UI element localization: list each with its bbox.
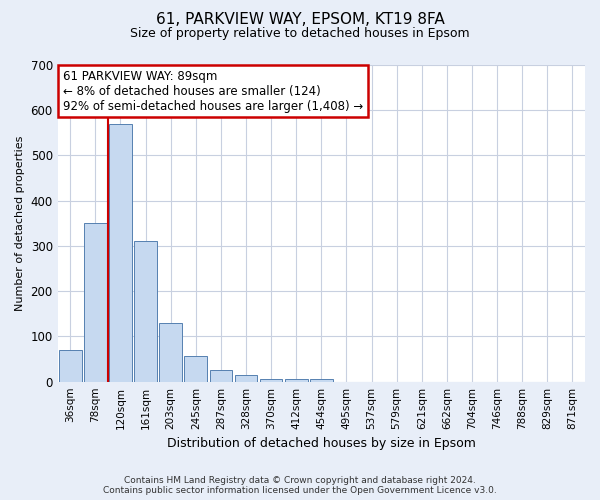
- Bar: [260, 378, 283, 382]
- Text: 61, PARKVIEW WAY, EPSOM, KT19 8FA: 61, PARKVIEW WAY, EPSOM, KT19 8FA: [155, 12, 445, 28]
- Bar: [235, 376, 257, 382]
- Bar: [134, 240, 157, 382]
- Bar: [59, 350, 82, 382]
- Y-axis label: Number of detached properties: Number of detached properties: [15, 136, 25, 311]
- Text: 61 PARKVIEW WAY: 89sqm
← 8% of detached houses are smaller (124)
92% of semi-det: 61 PARKVIEW WAY: 89sqm ← 8% of detached …: [63, 70, 363, 113]
- X-axis label: Distribution of detached houses by size in Epsom: Distribution of detached houses by size …: [167, 437, 476, 450]
- Text: Size of property relative to detached houses in Epsom: Size of property relative to detached ho…: [130, 28, 470, 40]
- Bar: [285, 379, 308, 382]
- Bar: [84, 224, 107, 382]
- Bar: [109, 124, 132, 382]
- Text: Contains HM Land Registry data © Crown copyright and database right 2024.
Contai: Contains HM Land Registry data © Crown c…: [103, 476, 497, 495]
- Bar: [209, 370, 232, 382]
- Bar: [184, 356, 207, 382]
- Bar: [310, 378, 332, 382]
- Bar: [160, 323, 182, 382]
